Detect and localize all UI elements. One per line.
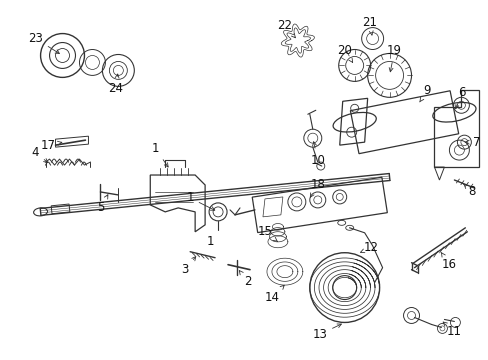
Text: 15: 15: [257, 225, 277, 242]
Text: 3: 3: [181, 257, 195, 276]
Text: 8: 8: [463, 184, 475, 198]
Text: 20: 20: [337, 44, 352, 62]
Text: 2: 2: [239, 271, 251, 288]
Text: 9: 9: [419, 84, 430, 102]
Text: 19: 19: [386, 44, 401, 72]
Text: 17: 17: [41, 139, 61, 152]
Text: 24: 24: [108, 74, 122, 95]
Text: 4: 4: [32, 145, 48, 163]
Text: 7: 7: [465, 136, 479, 149]
Text: 14: 14: [264, 285, 284, 304]
Text: 1: 1: [151, 141, 168, 167]
Text: 13: 13: [312, 324, 341, 341]
Text: 5: 5: [97, 195, 108, 215]
Text: 16: 16: [441, 253, 456, 271]
Text: 22: 22: [277, 19, 295, 38]
Text: 23: 23: [28, 32, 59, 54]
Text: 1: 1: [186, 192, 214, 210]
Text: 1: 1: [206, 235, 213, 248]
Text: 6: 6: [454, 86, 464, 109]
Text: 18: 18: [310, 179, 325, 197]
Text: 12: 12: [360, 241, 378, 254]
Text: 21: 21: [362, 16, 376, 35]
Text: 11: 11: [442, 322, 461, 338]
Text: 10: 10: [310, 142, 325, 167]
